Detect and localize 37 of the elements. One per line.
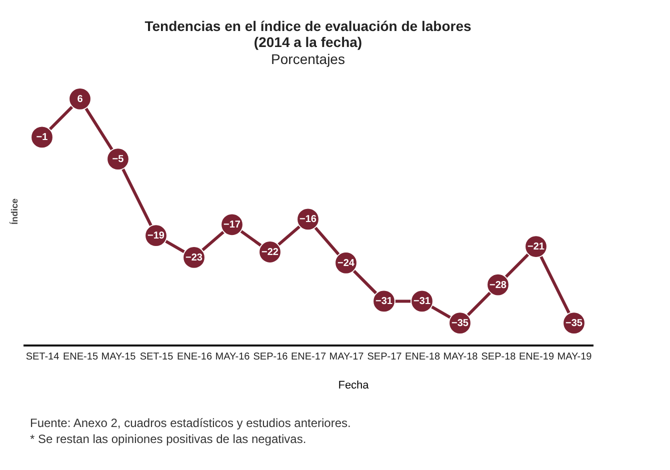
chart-title: Tendencias en el índice de evaluación de labores (2014 a la fecha) (144, 18, 472, 50)
source-note: Fuente: Anexo 2, cuadros estadísticos y estudios anteriores. (30, 415, 351, 431)
data-label: −22 (262, 247, 279, 258)
x-tick-label: SEP-18 (481, 352, 516, 362)
x-tick-label: MAY-18 (443, 352, 478, 362)
data-label: −1 (36, 132, 48, 144)
x-tick-label: MAY-17 (329, 352, 364, 362)
x-axis-title: Fecha (338, 380, 370, 392)
data-label: −23 (186, 252, 203, 264)
x-tick-label: SET-14 (26, 352, 60, 362)
x-tick-label: SEP-17 (367, 352, 402, 362)
x-tick-label: ENE-16 (176, 352, 212, 362)
data-label: −31 (414, 296, 431, 308)
x-tick-label: MAY-15 (101, 352, 136, 362)
data-label: −19 (148, 230, 165, 242)
chart-subtitle: Porcentajes (271, 51, 345, 67)
data-label: −35 (452, 318, 469, 330)
data-label: 6 (77, 94, 84, 105)
data-label: −35 (566, 318, 583, 330)
x-tick-label: ENE-15 (62, 352, 98, 362)
data-label: −5 (112, 154, 124, 166)
data-label: −28 (490, 280, 507, 291)
y-axis-title: Índice (10, 198, 20, 225)
data-label: −24 (338, 258, 355, 269)
data-label: −16 (300, 214, 317, 226)
data-label: −21 (528, 242, 545, 253)
point (68, 88, 92, 110)
x-tick-label: ENE-17 (290, 352, 326, 362)
x-tick-label: SET-15 (140, 352, 174, 362)
x-tick-label: ENE-18 (404, 352, 440, 362)
data-label: −31 (376, 296, 393, 308)
x-tick-label: SEP-16 (253, 352, 288, 362)
text: * Se restan las opiniones positivas de las negativas. (30, 431, 308, 447)
data-label: −17 (224, 220, 241, 231)
x-tick-label: MAY-16 (215, 352, 250, 362)
x-tick-label: ENE-19 (518, 352, 554, 362)
x-tick-label: MAY-19 (557, 352, 592, 362)
